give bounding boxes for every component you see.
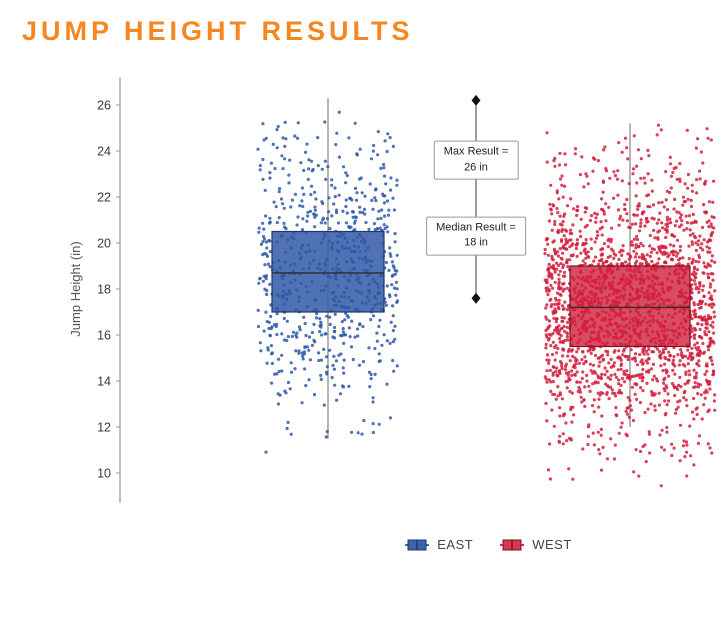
annotation-max-result: Max Result = 26 in <box>433 140 519 180</box>
legend-item-west[interactable]: WEST <box>499 537 572 552</box>
annotation-median-line1: Median Result = <box>436 221 516 234</box>
svg-text:20: 20 <box>97 236 111 250</box>
annotation-median-line2: 18 in <box>464 237 488 250</box>
svg-text:16: 16 <box>97 328 111 342</box>
east-boxplot-glyph <box>405 539 430 550</box>
legend: EAST WEST <box>125 537 726 552</box>
svg-text:26: 26 <box>97 98 111 112</box>
svg-text:18: 18 <box>97 282 111 296</box>
svg-text:14: 14 <box>97 374 111 388</box>
svg-text:12: 12 <box>97 420 111 434</box>
legend-label-east: EAST <box>437 537 474 552</box>
svg-text:24: 24 <box>97 144 111 158</box>
svg-text:22: 22 <box>97 190 111 204</box>
annotation-median-result: Median Result = 18 in <box>426 216 526 256</box>
svg-text:10: 10 <box>97 466 111 480</box>
page-title: JUMP HEIGHT RESULTS <box>22 16 414 46</box>
jump-height-box-chart: 10 12 14 16 18 20 22 24 26 Jump Height (in) <box>68 77 717 503</box>
annotation-max-line1: Max Result = <box>443 145 509 158</box>
west-boxplot-glyph <box>500 539 525 550</box>
svg-text:Jump Height (in): Jump Height (in) <box>68 241 83 336</box>
chart-area: 10 12 14 16 18 20 22 24 26 Jump Height (in) Max R… <box>0 55 726 525</box>
legend-item-east[interactable]: EAST <box>404 537 473 552</box>
legend-label-west: WEST <box>532 537 572 552</box>
annotation-max-line2: 26 in <box>464 161 488 174</box>
